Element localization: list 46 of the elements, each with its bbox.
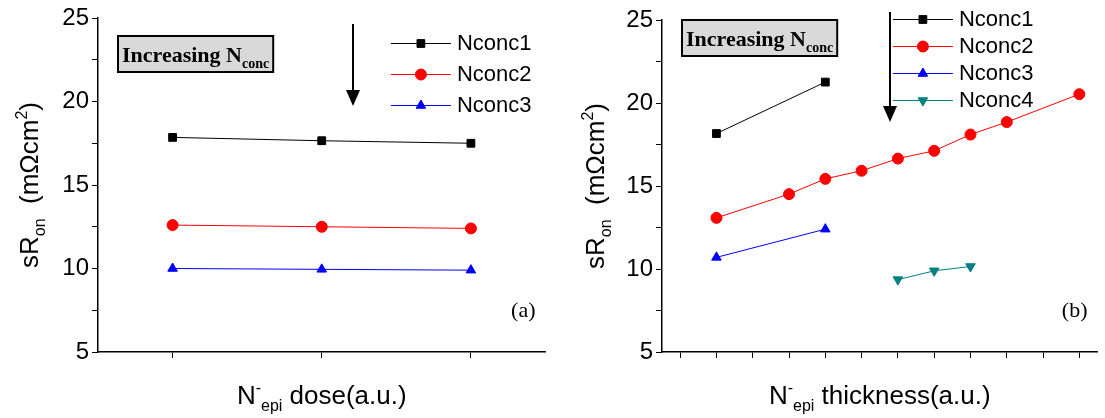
point [315,220,328,233]
point [928,144,941,157]
point [891,152,904,165]
point [892,276,904,286]
y-tick-label: 15 [626,170,653,198]
y-axis-title: sRon (mΩcm2) [579,102,615,269]
y-tick-label: 20 [626,87,653,115]
y-tick-label: 10 [626,253,653,281]
y-tick-label: 15 [62,169,89,197]
point [1000,116,1013,129]
point [166,219,179,232]
point [710,211,723,224]
legend-label: Nconc1 [958,5,1034,31]
point [167,262,178,272]
y-axis-title: sRon (mΩcm2) [13,101,49,268]
point [1073,88,1086,101]
y-tick-label: 10 [62,253,89,281]
x-axis-title: N-epi dose(a.u.) [236,379,407,415]
point [819,172,832,185]
point [712,129,721,138]
point [820,77,830,87]
point [928,267,940,277]
point [855,164,868,177]
x-axis-title: N-epi thickness(a.u.) [768,379,991,415]
annotation: (b) [1061,297,1088,322]
point [316,263,328,273]
legend-label: Nconc2 [456,60,532,86]
legend-label: Nconc1 [456,29,532,55]
point [168,133,177,142]
point [465,264,477,274]
point [466,138,476,148]
annotation: (a) [511,297,536,322]
y-tick-label: 5 [75,336,89,364]
y-tick-label: 20 [62,86,89,114]
legend-label: Nconc3 [958,59,1034,85]
legend-label: Nconc4 [958,86,1034,112]
y-tick-label: 5 [639,336,653,364]
point [965,263,976,273]
y-tick-label: 25 [626,4,653,32]
legend-label: Nconc2 [958,32,1034,58]
point [783,188,796,201]
y-tick-label: 25 [62,2,89,30]
legend-label: Nconc3 [456,91,532,117]
point [317,136,327,146]
point [464,222,477,235]
point [964,128,977,141]
